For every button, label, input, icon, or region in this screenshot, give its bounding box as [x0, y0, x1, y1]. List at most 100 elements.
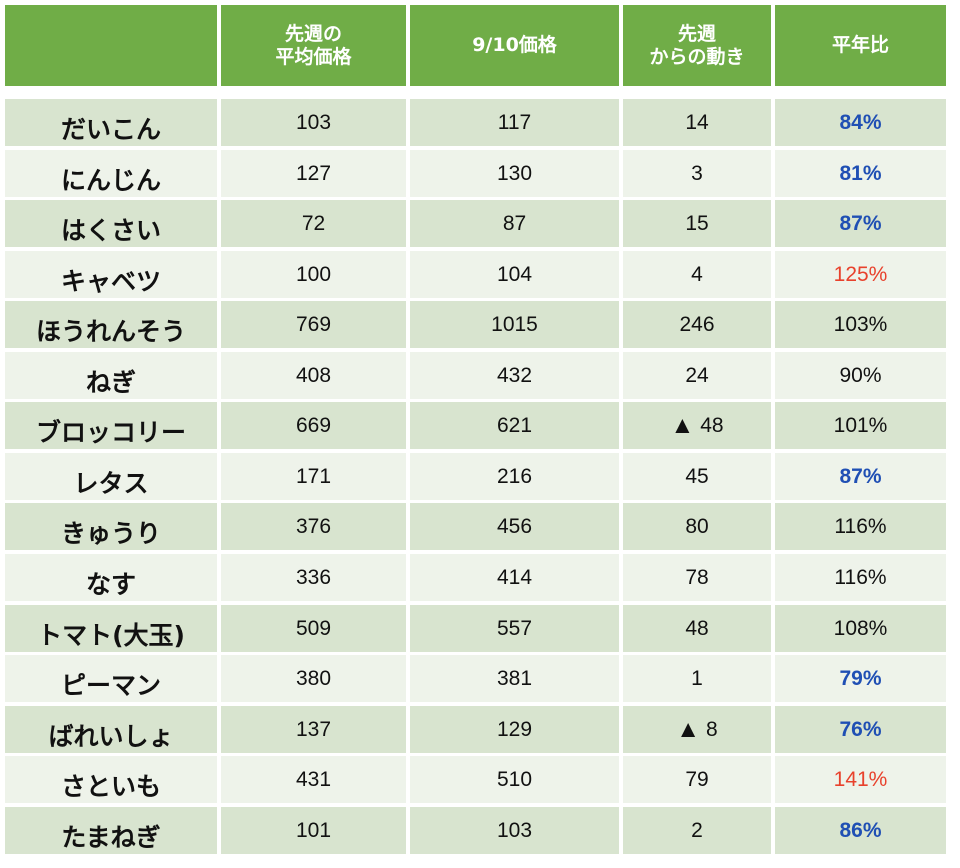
- prev-avg-value: 72: [301, 211, 326, 235]
- item-name: トマト(大玉): [37, 620, 185, 650]
- ratio-value: 108%: [833, 616, 888, 640]
- ratio-value-cell: 125%: [775, 251, 946, 298]
- change-value: 8: [706, 717, 718, 741]
- item-name: にんじん: [60, 165, 161, 195]
- price-value: 621: [496, 413, 533, 437]
- prev-avg-value-cell: 376: [221, 503, 406, 550]
- ratio-value: 81%: [839, 161, 882, 185]
- header-ratio-label: 平年比: [831, 34, 889, 56]
- change-value: 45: [685, 464, 709, 488]
- item-name: たまねぎ: [61, 822, 161, 852]
- prev-avg-value: 769: [295, 312, 332, 336]
- item-name-cell: さといも: [5, 756, 217, 803]
- prev-avg-value-cell: 380: [221, 655, 406, 702]
- item-name: なす: [85, 569, 136, 599]
- change-value: 79: [685, 767, 709, 791]
- item-name: ばれいしょ: [48, 721, 174, 751]
- item-name: ピーマン: [60, 670, 161, 700]
- ratio-value: 125%: [833, 262, 888, 286]
- change-value: 48: [685, 616, 709, 640]
- ratio-value-cell: 79%: [775, 655, 946, 702]
- change-value-cell: 80: [623, 503, 771, 550]
- ratio-value-cell: 116%: [775, 554, 946, 601]
- change-value-cell: 4: [623, 251, 771, 298]
- price-value: 432: [496, 363, 533, 387]
- ratio-value-cell: 141%: [775, 756, 946, 803]
- price-value-cell: 103: [410, 807, 619, 854]
- change-value-cell: 48: [623, 605, 771, 652]
- ratio-value-cell: 81%: [775, 150, 946, 197]
- change-value: 246: [679, 312, 715, 336]
- ratio-value-cell: 86%: [775, 807, 946, 854]
- price-value-cell: 414: [410, 554, 619, 601]
- prev-avg-value-cell: 769: [221, 301, 406, 348]
- item-name: きゅうり: [60, 518, 161, 548]
- change-value-cell: 2: [623, 807, 771, 854]
- header-change-line2: からの動き: [649, 45, 745, 68]
- item-name-cell: ほうれんそう: [5, 301, 217, 348]
- price-value: 1015: [491, 312, 538, 336]
- prev-avg-value-cell: 171: [221, 453, 406, 500]
- ratio-value-cell: 108%: [775, 605, 946, 652]
- item-name: さといも: [60, 771, 161, 801]
- prev-avg-value-cell: 103: [221, 99, 406, 146]
- ratio-value-cell: 87%: [775, 200, 946, 247]
- decrease-triangle-icon: ▲: [670, 411, 695, 439]
- header-corner: [5, 5, 217, 86]
- ratio-value: 103%: [833, 312, 888, 336]
- ratio-value: 87%: [839, 464, 882, 488]
- change-value: 2: [691, 818, 703, 842]
- price-value: 103: [496, 818, 533, 842]
- price-value: 557: [496, 616, 533, 640]
- price-value-cell: 381: [410, 655, 619, 702]
- header-prev-avg-line2: 平均価格: [275, 45, 352, 68]
- prev-avg-value: 408: [295, 363, 332, 387]
- prev-avg-value: 137: [295, 717, 332, 741]
- price-value: 414: [496, 565, 533, 589]
- ratio-value: 79%: [839, 666, 882, 690]
- price-value-cell: 1015: [410, 301, 619, 348]
- header-prev-avg-line1: 先週の: [284, 22, 342, 45]
- prev-avg-value-cell: 669: [221, 402, 406, 449]
- ratio-value-cell: 103%: [775, 301, 946, 348]
- price-value-cell: 456: [410, 503, 619, 550]
- item-name-cell: にんじん: [5, 150, 217, 197]
- price-value-cell: 557: [410, 605, 619, 652]
- change-value-cell: 24: [623, 352, 771, 399]
- price-value-cell: 432: [410, 352, 619, 399]
- change-value-cell: 78: [623, 554, 771, 601]
- header-ratio: 平年比: [775, 5, 946, 86]
- prev-avg-value: 376: [295, 514, 332, 538]
- change-value-cell: 246: [623, 301, 771, 348]
- change-value-cell: 79: [623, 756, 771, 803]
- decrease-triangle-icon: ▲: [676, 715, 701, 743]
- item-name-cell: たまねぎ: [5, 807, 217, 854]
- change-value: 4: [691, 262, 703, 286]
- price-value-cell: 129: [410, 706, 619, 753]
- price-value-cell: 510: [410, 756, 619, 803]
- ratio-value: 90%: [839, 363, 882, 387]
- item-name-cell: ブロッコリー: [5, 402, 217, 449]
- change-value: 48: [700, 413, 724, 437]
- ratio-value: 76%: [839, 717, 882, 741]
- ratio-value-cell: 84%: [775, 99, 946, 146]
- prev-avg-value-cell: 127: [221, 150, 406, 197]
- ratio-value-cell: 101%: [775, 402, 946, 449]
- price-value: 117: [497, 110, 532, 134]
- price-value: 456: [496, 514, 533, 538]
- prev-avg-value-cell: 100: [221, 251, 406, 298]
- price-value-cell: 117: [410, 99, 619, 146]
- prev-avg-value: 669: [295, 413, 332, 437]
- item-name: ねぎ: [85, 367, 136, 397]
- item-name-cell: はくさい: [5, 200, 217, 247]
- change-value-cell: 14: [623, 99, 771, 146]
- price-value: 381: [496, 666, 533, 690]
- prev-avg-value: 103: [295, 110, 332, 134]
- change-value-cell: ▲ 8: [623, 706, 771, 753]
- price-value: 129: [496, 717, 533, 741]
- change-value: 14: [685, 110, 709, 134]
- header-change: 先週 からの動き: [623, 5, 771, 86]
- price-value: 510: [496, 767, 533, 791]
- header-prev-avg: 先週の 平均価格: [221, 5, 406, 86]
- item-name-cell: ピーマン: [5, 655, 217, 702]
